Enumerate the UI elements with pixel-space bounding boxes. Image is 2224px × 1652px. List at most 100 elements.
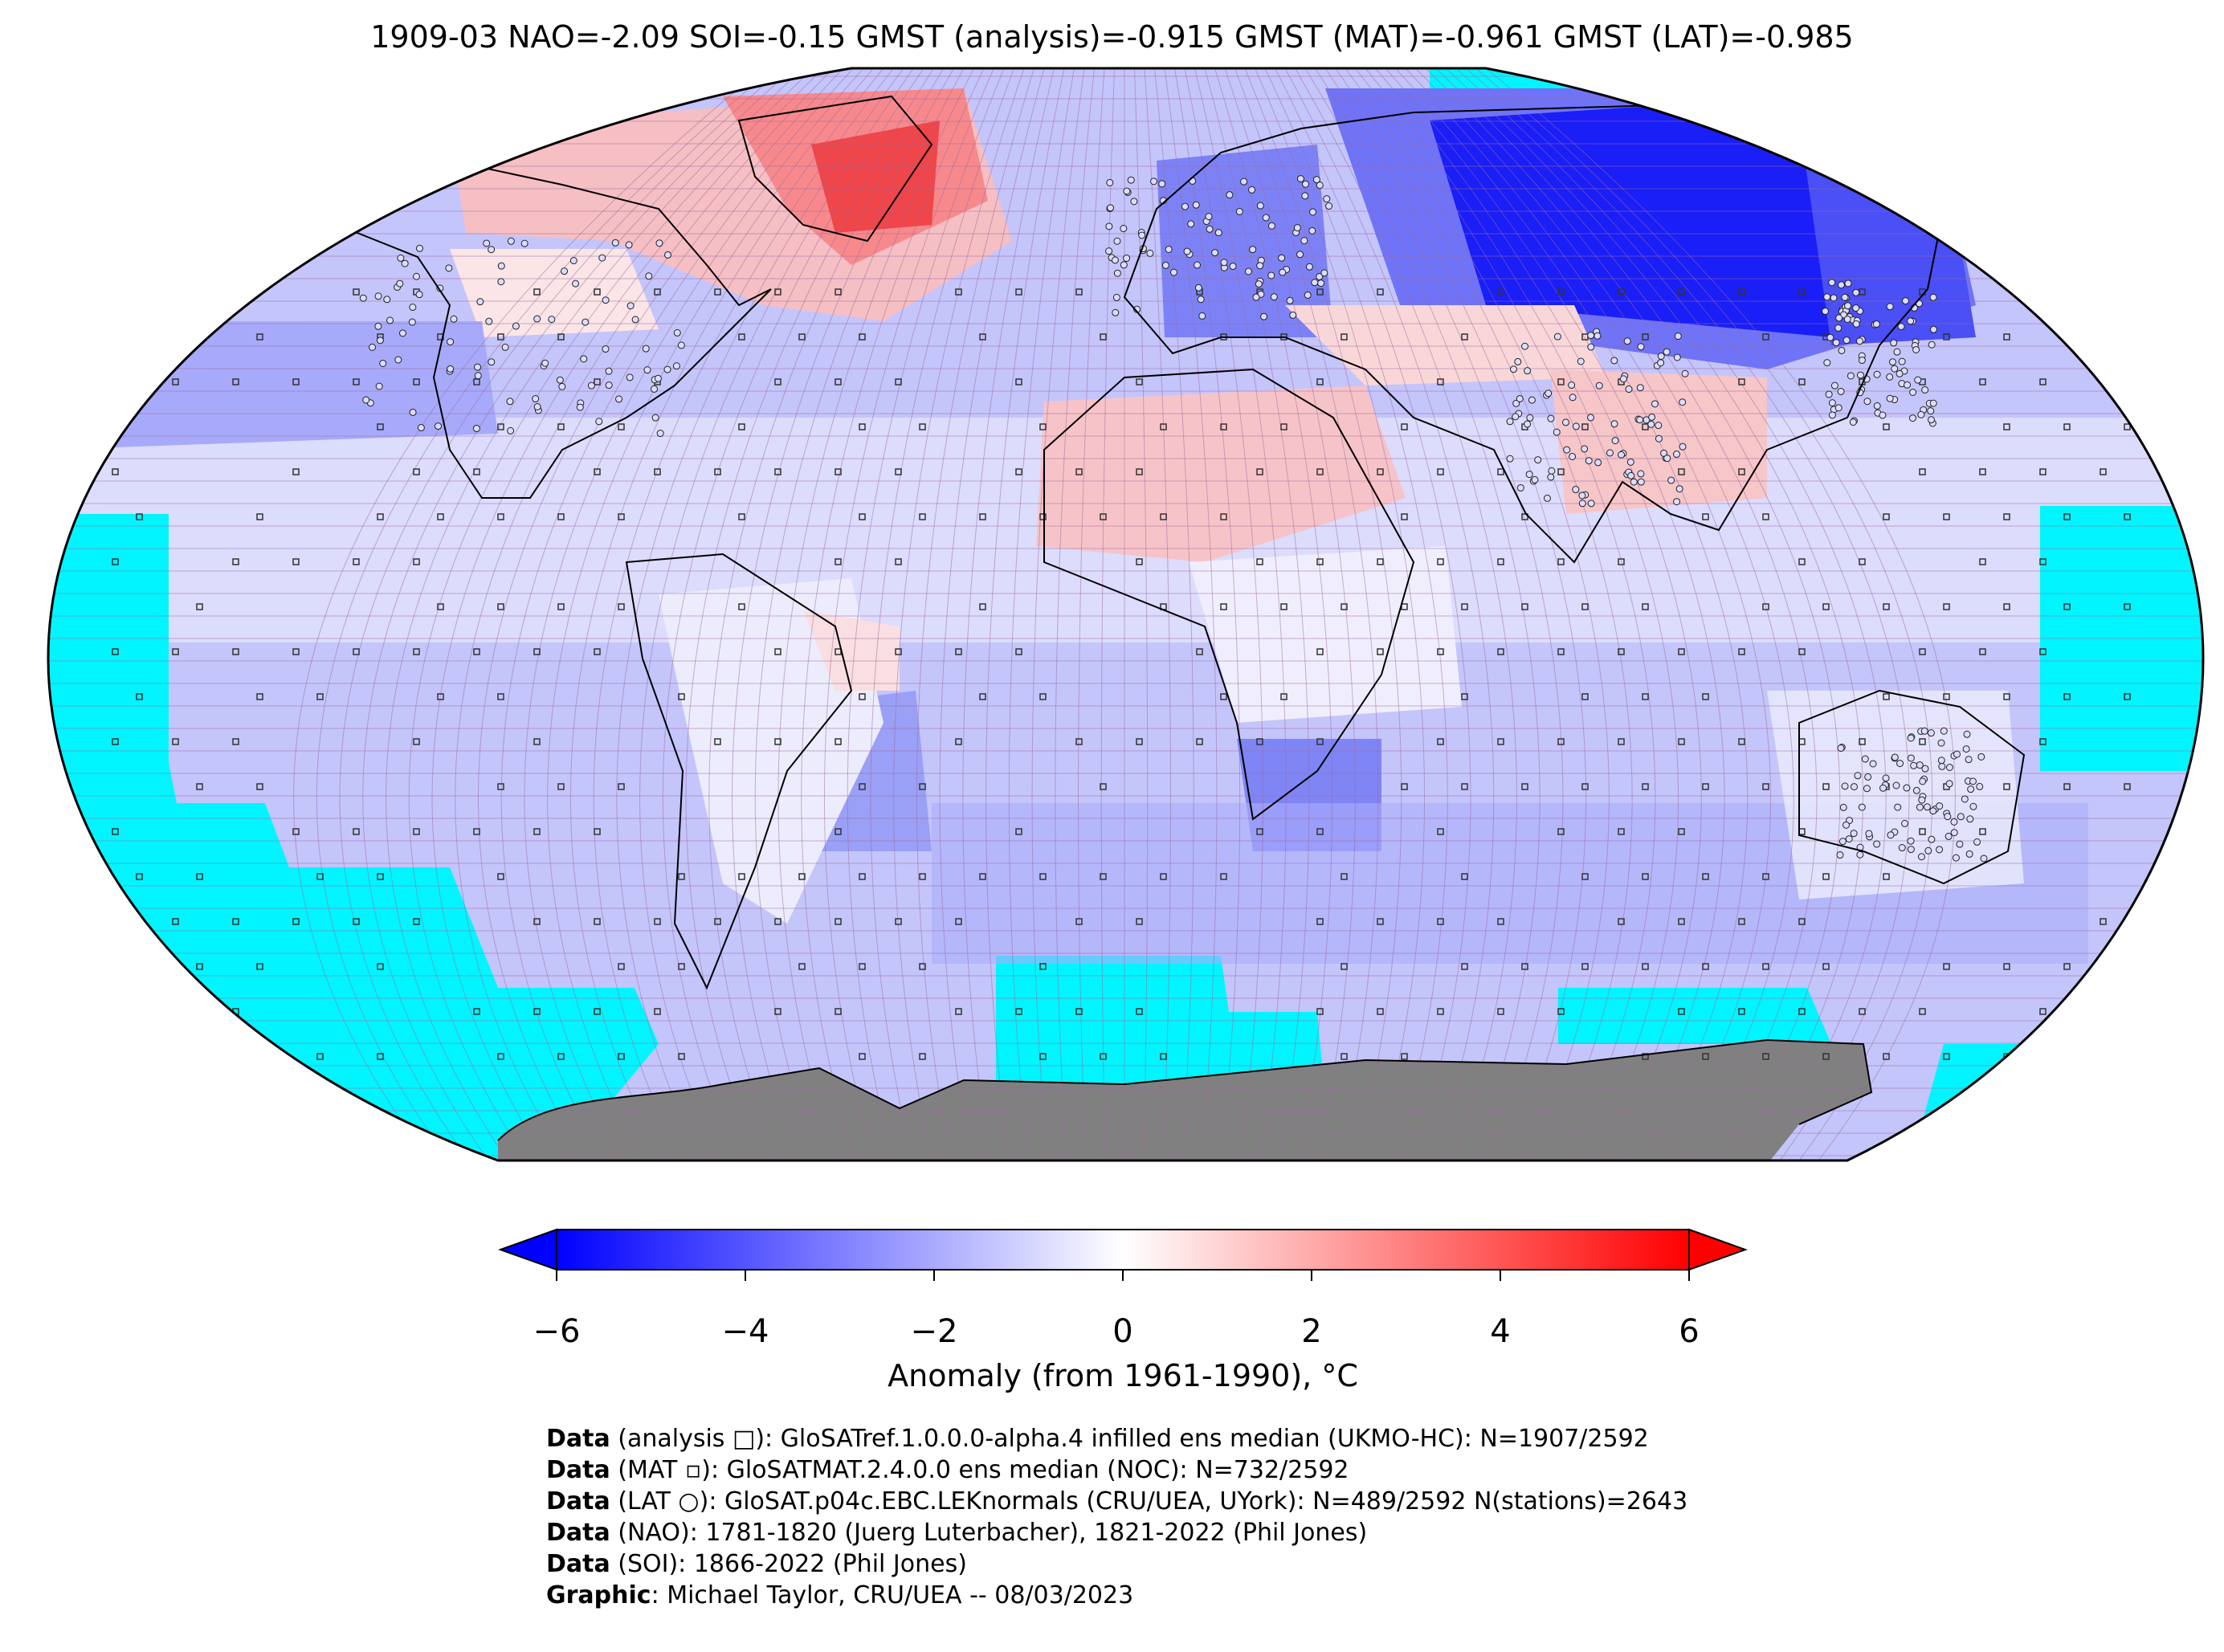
station-marker [1938, 762, 1946, 770]
analysis-marker [1136, 378, 1143, 385]
longitude-line [1234, 68, 1379, 1160]
analysis-marker [136, 1053, 143, 1060]
analysis-marker [1642, 423, 1649, 430]
longitude-line [1204, 68, 1310, 1160]
station-marker [1837, 387, 1845, 395]
station-marker [1937, 757, 1945, 765]
longitude-line [500, 68, 854, 1160]
analysis-marker [1618, 288, 1625, 296]
analysis-marker [316, 693, 324, 700]
station-marker [1863, 785, 1871, 793]
analysis-marker [533, 738, 541, 745]
analysis-marker [1075, 468, 1083, 475]
station-marker [445, 264, 453, 272]
analysis-marker [1497, 288, 1504, 296]
station-marker [1834, 404, 1842, 412]
longitude-line [1435, 68, 1841, 1160]
station-marker [1577, 357, 1585, 365]
analysis-marker [2063, 1053, 2071, 1060]
warm-anomaly-africa-asia [1036, 305, 1767, 723]
analysis-marker [1979, 468, 1986, 475]
analysis-marker [1738, 1008, 1745, 1015]
colorbar-tick-label: 0 [1112, 1313, 1133, 1350]
analysis-marker [533, 288, 541, 296]
station-marker [580, 355, 588, 363]
station-marker [1858, 803, 1866, 811]
station-marker [1920, 727, 1928, 735]
analysis-marker [1220, 513, 1227, 520]
station-marker [1594, 332, 1602, 340]
station-marker [1214, 229, 1222, 237]
analysis-marker [2124, 783, 2131, 790]
analysis-marker [678, 963, 685, 970]
longitude-line [1184, 68, 1263, 1160]
analysis-marker [1015, 1008, 1022, 1015]
station-marker [1863, 398, 1871, 406]
analysis-marker [2039, 468, 2046, 475]
longitude-line [1304, 68, 1540, 1160]
station-marker [362, 396, 370, 404]
caption-line-graphic: Graphic: Michael Taylor, CRU/UEA -- 08/0… [546, 1581, 1134, 1609]
coastline-antarctica [497, 1038, 1873, 1141]
station-marker [1907, 837, 1915, 845]
longitude-line [293, 68, 764, 1160]
longitude-line [1395, 68, 1749, 1160]
analysis-marker [1377, 648, 1384, 655]
station-marker [1651, 400, 1659, 408]
analysis-marker [1497, 558, 1504, 565]
station-marker [1569, 452, 1577, 460]
analysis-marker [172, 378, 179, 385]
analysis-marker [112, 828, 119, 835]
analysis-marker [1497, 918, 1504, 925]
station-marker [386, 316, 394, 324]
longitude-line [777, 68, 974, 1160]
station-marker [1506, 455, 1514, 463]
analysis-marker [714, 288, 721, 296]
analysis-marker [497, 423, 504, 430]
station-marker [1240, 177, 1248, 186]
station-marker [654, 374, 662, 382]
station-marker [1923, 803, 1931, 811]
analysis-marker [835, 738, 842, 745]
station-marker [1252, 293, 1260, 301]
analysis-marker [618, 513, 625, 520]
station-marker [1587, 343, 1595, 351]
analysis-marker [774, 288, 781, 296]
station-marker [1828, 279, 1836, 287]
station-marker [408, 318, 416, 326]
longitude-line [893, 68, 1025, 1160]
colorbar-max-arrow [1688, 1228, 1748, 1271]
analysis-marker [1100, 513, 1107, 520]
station-marker [576, 403, 584, 411]
analysis-marker [1642, 333, 1649, 341]
analysis-marker [1979, 648, 1986, 655]
station-marker [1944, 832, 1953, 840]
analysis-marker [196, 873, 203, 880]
analysis-marker [232, 558, 239, 565]
station-marker [1894, 803, 1902, 811]
analysis-marker [1979, 828, 1986, 835]
station-marker [1830, 381, 1838, 390]
station-marker [1568, 381, 1576, 390]
station-marker [1194, 283, 1202, 292]
longitude-line [732, 68, 954, 1160]
analysis-marker [497, 783, 504, 790]
station-marker [1856, 850, 1864, 859]
analysis-marker [196, 783, 203, 790]
analysis-marker [1678, 288, 1685, 296]
analysis-marker [136, 693, 143, 700]
station-marker [1112, 308, 1120, 316]
longitude-line [1425, 68, 1818, 1160]
analysis-marker [172, 738, 179, 745]
analysis-marker [1196, 648, 1203, 655]
station-marker [1976, 782, 1984, 790]
analysis-marker [473, 1008, 480, 1015]
station-marker [1509, 365, 1517, 373]
colorbar-gradient [556, 1229, 1690, 1271]
station-marker [1924, 846, 1932, 855]
analysis-marker [919, 1053, 926, 1060]
analysis-marker [955, 288, 962, 296]
station-marker [1553, 428, 1561, 436]
station-marker [1278, 254, 1286, 262]
station-marker [1198, 312, 1206, 320]
